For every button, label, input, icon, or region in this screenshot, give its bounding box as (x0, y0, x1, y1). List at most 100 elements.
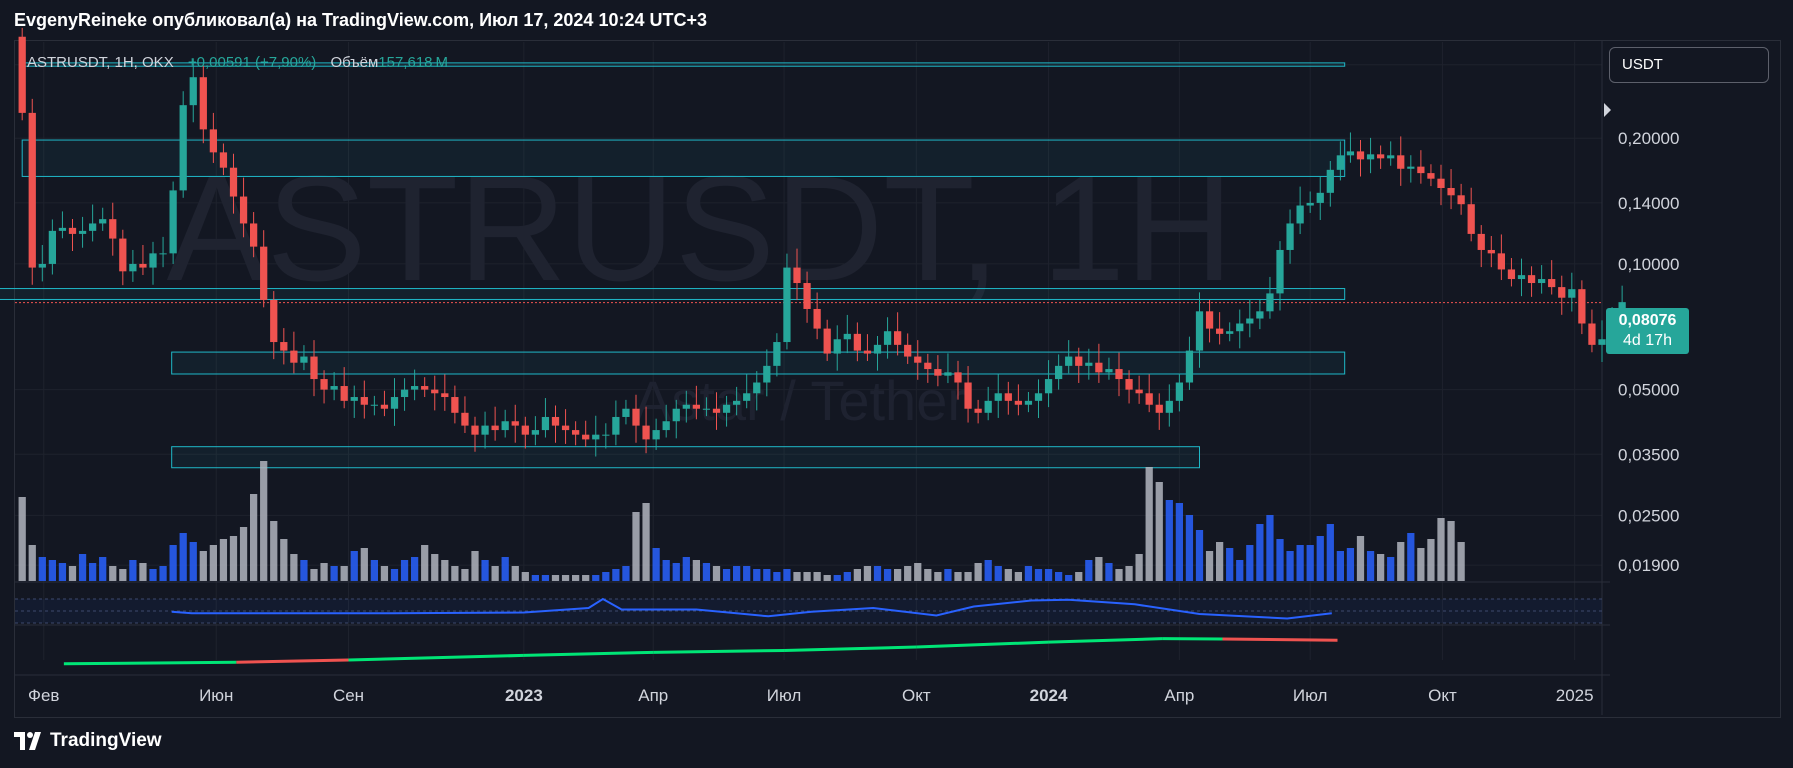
volume-bar (843, 572, 851, 581)
candle (1044, 379, 1053, 394)
candle (773, 342, 781, 366)
volume-bar (340, 566, 348, 581)
volume-bar (572, 575, 580, 581)
volume-bar (954, 572, 962, 581)
brand-footer[interactable]: TradingView (14, 730, 162, 752)
volume-bar (270, 521, 278, 581)
volume-bar (1427, 539, 1435, 581)
price-tick-label: 0,20000 (1618, 129, 1679, 148)
volume-bar (1346, 548, 1355, 581)
candle (853, 333, 861, 351)
volume-bar (280, 539, 288, 581)
candle (1447, 187, 1455, 196)
volume-bar (1377, 554, 1385, 581)
volume-bar (189, 542, 197, 581)
candle (350, 397, 358, 401)
candle (984, 400, 992, 413)
volume-label: Объём (330, 54, 379, 71)
volume-bar (763, 569, 771, 581)
volume-bar (320, 563, 328, 581)
volume-bar (1457, 542, 1465, 581)
chart-panel[interactable] (14, 40, 1781, 718)
symbol-label[interactable]: ASTRUSDT, 1H, OKX (27, 54, 174, 71)
time-tick-label: Июн (199, 686, 233, 705)
volume-bar (491, 566, 499, 581)
volume-bar (431, 554, 439, 581)
candle (1085, 362, 1093, 366)
candle (1356, 151, 1365, 160)
candle (1115, 369, 1123, 380)
volume-bar (662, 560, 670, 581)
volume-bar (99, 557, 107, 581)
volume-bar (1075, 572, 1083, 581)
candle (129, 263, 137, 272)
volume-bar (692, 560, 700, 581)
candle (58, 227, 67, 231)
candle (1417, 166, 1425, 174)
zone-box (0, 288, 1346, 300)
candle (763, 365, 771, 383)
price-tick-label: 0,01900 (1618, 556, 1679, 575)
candle (1105, 369, 1113, 373)
candle (199, 77, 207, 130)
volume-bar (1366, 551, 1375, 581)
volume-bar (129, 560, 137, 581)
volume-bar (48, 560, 56, 581)
candle (672, 408, 680, 422)
bar-countdown: 4d 17h (1623, 332, 1672, 349)
candle (1216, 328, 1224, 334)
volume-bar (622, 566, 630, 581)
candle (169, 190, 177, 254)
volume-bar (853, 569, 861, 581)
volume-bar (78, 554, 87, 581)
ma-segment (63, 660, 237, 666)
candle (290, 350, 298, 363)
candle (1336, 155, 1344, 170)
candle (582, 434, 590, 440)
volume-bar (602, 572, 610, 581)
candle (209, 129, 217, 153)
volume-bar (481, 560, 489, 581)
volume-bar (350, 551, 358, 581)
candles (18, 27, 1626, 457)
candle (944, 372, 952, 376)
candle (1568, 289, 1576, 298)
volume-bar (1135, 554, 1143, 581)
candle (1095, 362, 1103, 373)
volume-bar (451, 566, 459, 581)
candle (632, 408, 640, 426)
candle (1306, 202, 1314, 206)
change-value: +0,00591 (+7,90%) (187, 54, 317, 71)
currency-selector[interactable]: USDT (1609, 47, 1769, 83)
ma-segment (653, 648, 785, 654)
volume-bar (89, 563, 97, 581)
volume-bar (702, 563, 711, 581)
volume-bar (733, 566, 741, 581)
volume-bar (360, 548, 368, 581)
volume-bar (441, 560, 449, 581)
volume-bar (1065, 575, 1073, 581)
candle (1427, 173, 1435, 179)
candle (481, 425, 489, 435)
candle (78, 230, 87, 234)
volume-bar (743, 566, 751, 581)
time-tick-label: 2023 (505, 686, 543, 705)
candle (461, 412, 469, 426)
ma-segment (916, 640, 1049, 649)
volume-bar (1286, 551, 1294, 581)
volume-bar (149, 569, 157, 581)
candle (743, 393, 751, 401)
candle (1377, 154, 1385, 159)
candle (1467, 204, 1475, 234)
time-tick-label: Фев (28, 686, 59, 705)
volume-bar (823, 575, 831, 581)
volume-bar (1266, 515, 1274, 581)
volume-bar (873, 566, 882, 581)
candle (1065, 356, 1073, 366)
candle (863, 350, 872, 354)
candle (1578, 289, 1586, 324)
volume-bar (179, 533, 187, 581)
volume-bar (1256, 524, 1264, 581)
time-tick-label: Июл (1293, 686, 1328, 705)
